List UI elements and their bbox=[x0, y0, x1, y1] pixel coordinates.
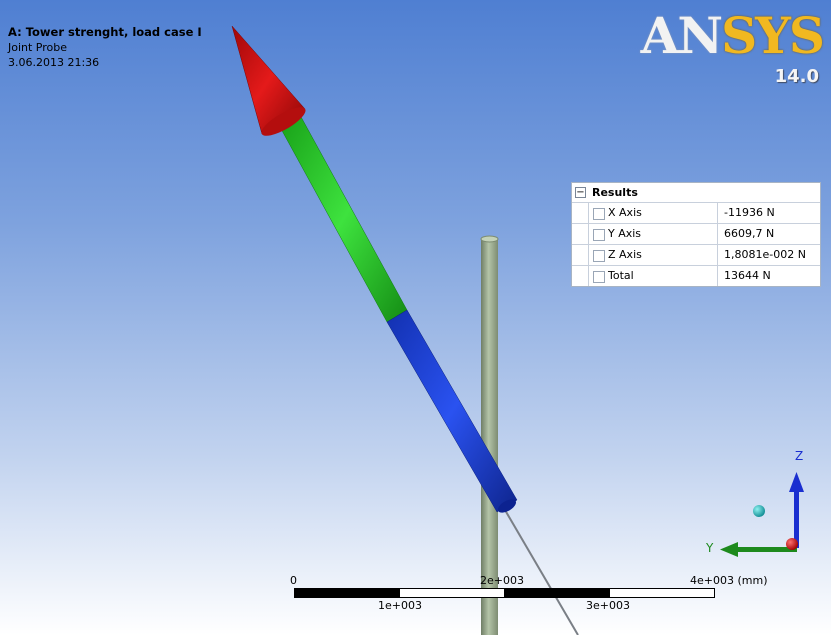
z-axis-arrow bbox=[789, 472, 804, 548]
result-label: X Axis bbox=[608, 206, 642, 219]
result-label: Total bbox=[608, 269, 634, 282]
result-value: 6609,7 N bbox=[717, 224, 774, 244]
scale-segment bbox=[294, 588, 400, 598]
result-value: 1,8081e-002 N bbox=[717, 245, 806, 265]
cell-divider bbox=[588, 203, 718, 223]
scale-segment bbox=[609, 588, 715, 598]
timestamp: 3.06.2013 21:36 bbox=[8, 56, 100, 69]
viewport-caption: A: Tower strenght, load case I Joint Pro… bbox=[8, 25, 202, 70]
result-row-y[interactable]: Y Axis 6609,7 N bbox=[572, 224, 820, 245]
axis-triad[interactable]: Z Y bbox=[700, 440, 820, 570]
y-axis-label: Y bbox=[706, 541, 714, 555]
scale-segment bbox=[399, 588, 505, 598]
result-row-x[interactable]: X Axis -11936 N bbox=[572, 203, 820, 224]
logo-text-sys: SYS bbox=[721, 6, 825, 65]
cell-divider bbox=[588, 266, 718, 286]
scale-bar: 0 2e+003 4e+003 (mm) 1e+003 3e+003 bbox=[290, 572, 768, 612]
results-panel[interactable]: − Results X Axis -11936 N Y Axis 6609,7 … bbox=[571, 182, 821, 287]
scale-label-4e3: 4e+003 (mm) bbox=[690, 574, 768, 587]
cell-divider bbox=[588, 245, 718, 265]
scale-label-2e3: 2e+003 bbox=[480, 574, 524, 587]
result-type: Joint Probe bbox=[8, 41, 68, 54]
logo-version: 14.0 bbox=[774, 66, 819, 87]
scale-label-3e3: 3e+003 bbox=[586, 599, 630, 612]
result-label: Z Axis bbox=[608, 248, 642, 261]
collapse-icon[interactable]: − bbox=[575, 187, 586, 198]
checkbox-z-axis[interactable] bbox=[593, 250, 605, 262]
analysis-title: A: Tower strenght, load case I bbox=[8, 25, 202, 39]
results-header[interactable]: − Results bbox=[572, 183, 820, 203]
cable-line bbox=[504, 509, 579, 635]
result-value: 13644 N bbox=[717, 266, 771, 286]
checkbox-total[interactable] bbox=[593, 271, 605, 283]
y-axis-arrow bbox=[720, 542, 797, 557]
scale-label-0: 0 bbox=[290, 574, 297, 587]
scale-segment bbox=[504, 588, 610, 598]
cell-divider bbox=[588, 224, 718, 244]
tower-member bbox=[480, 235, 499, 635]
result-value: -11936 N bbox=[717, 203, 775, 223]
force-arrow bbox=[231, 25, 518, 513]
result-label: Y Axis bbox=[608, 227, 642, 240]
scale-label-1e3: 1e+003 bbox=[378, 599, 422, 612]
logo-text-an: AN bbox=[640, 6, 723, 65]
isometric-ball-icon[interactable] bbox=[753, 505, 765, 517]
result-row-z[interactable]: Z Axis 1,8081e-002 N bbox=[572, 245, 820, 266]
ansys-logo: ANSYS 14.0 bbox=[623, 6, 825, 87]
x-axis-indicator bbox=[786, 538, 798, 550]
z-axis-label: Z bbox=[795, 449, 804, 463]
checkbox-x-axis[interactable] bbox=[593, 208, 605, 220]
results-title: Results bbox=[592, 186, 638, 199]
result-row-total[interactable]: Total 13644 N bbox=[572, 266, 820, 286]
checkbox-y-axis[interactable] bbox=[593, 229, 605, 241]
